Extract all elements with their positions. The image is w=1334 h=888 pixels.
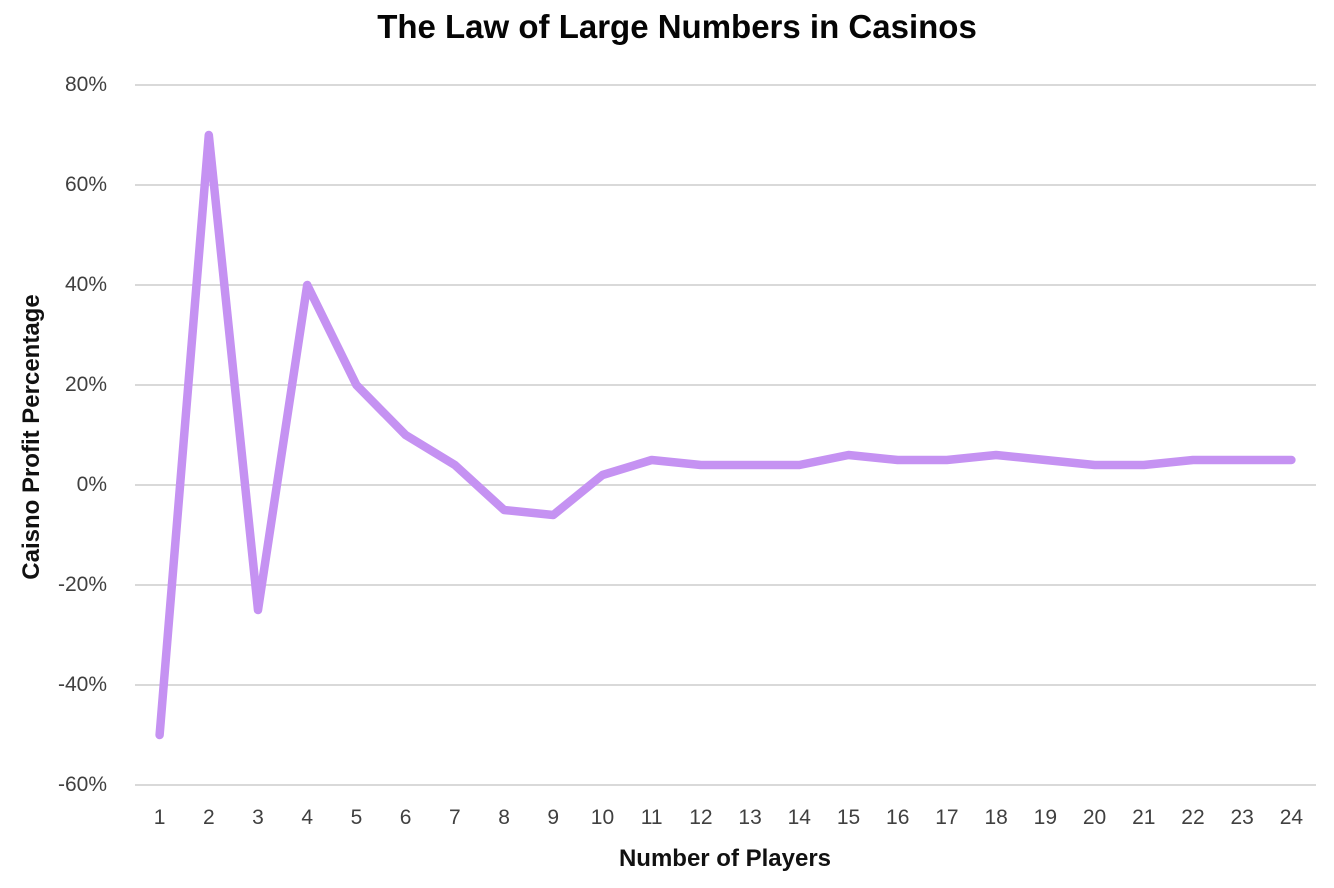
y-tick-label: -40% [57,673,107,696]
x-tick-label: 5 [350,806,363,829]
x-tick-label: 16 [886,806,910,829]
y-tick-label: 0% [76,473,107,496]
x-axis-title: Number of Players [618,845,832,872]
x-tick-label: 10 [590,806,615,829]
x-tick-label: 12 [689,806,713,829]
x-tick-label: 23 [1230,806,1254,829]
x-tick-label: 8 [498,806,510,829]
x-tick-label: 13 [738,806,762,829]
x-tick-label: 2 [202,806,215,829]
x-tick-label: 9 [547,806,560,829]
gridlines [135,84,1316,786]
x-tick-label: 24 [1279,806,1304,829]
y-tick-label: 80% [64,73,107,96]
x-tick-label: 7 [449,806,461,829]
x-tick-label: 20 [1082,806,1107,829]
x-tick-label: 18 [984,806,1008,829]
y-tick-label: -60% [57,773,107,796]
x-tick-label: 19 [1033,806,1058,829]
y-tick-label: 20% [64,373,107,396]
chart-title: The Law of Large Numbers in Casinos [377,8,977,45]
x-tick-label: 15 [836,806,861,829]
x-tick-label: 4 [301,806,314,829]
x-tick-label: 14 [787,806,811,829]
x-tick-label: 3 [252,806,264,829]
x-tick-label: 11 [640,806,663,829]
y-axis-title: Caisno Profit Percentage [18,294,45,580]
y-tick-label: -20% [57,573,107,596]
x-tick-label: 6 [399,806,412,829]
y-tick-label: 60% [64,173,107,196]
x-tick-label: 17 [935,806,959,829]
x-tick-label: 21 [1132,806,1156,829]
y-tick-label: 40% [64,273,107,296]
x-tick-label: 22 [1181,806,1205,829]
profit-line-series [155,130,1296,740]
x-tick-label: 1 [153,806,166,829]
